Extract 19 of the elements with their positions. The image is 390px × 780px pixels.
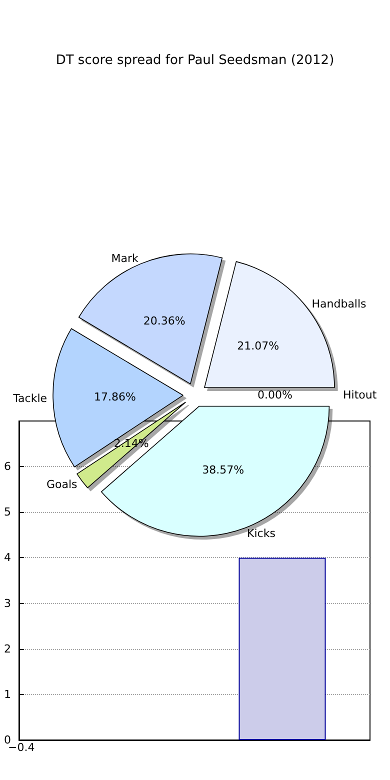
text: 0.00% [258, 388, 292, 402]
slice-label: Tackle [12, 392, 48, 405]
y-tick-label: 0 [4, 734, 11, 746]
slice-label: Handballs [312, 298, 367, 311]
y-tick-label: 1 [4, 688, 11, 701]
y-tick-label: 4 [4, 551, 11, 564]
data-label: 17.86% [94, 390, 136, 404]
y-tick-label: 2 [4, 642, 11, 656]
category-label: Hitout [343, 388, 377, 402]
data-label: 21.07% [237, 339, 280, 352]
y-tick-label: 5 [4, 506, 11, 519]
y-tick-label: 6 [4, 460, 11, 474]
y-tick-label: 3 [4, 596, 11, 610]
slice-label: Kicks [247, 527, 276, 540]
slice-label: Mark [111, 252, 139, 265]
data-label: 38.57% [202, 463, 244, 476]
data-label: 20.36% [143, 314, 186, 328]
slice-label: Goals [46, 478, 78, 492]
chart-title: DT score spread for Paul Seedsman (2012) [56, 53, 334, 68]
